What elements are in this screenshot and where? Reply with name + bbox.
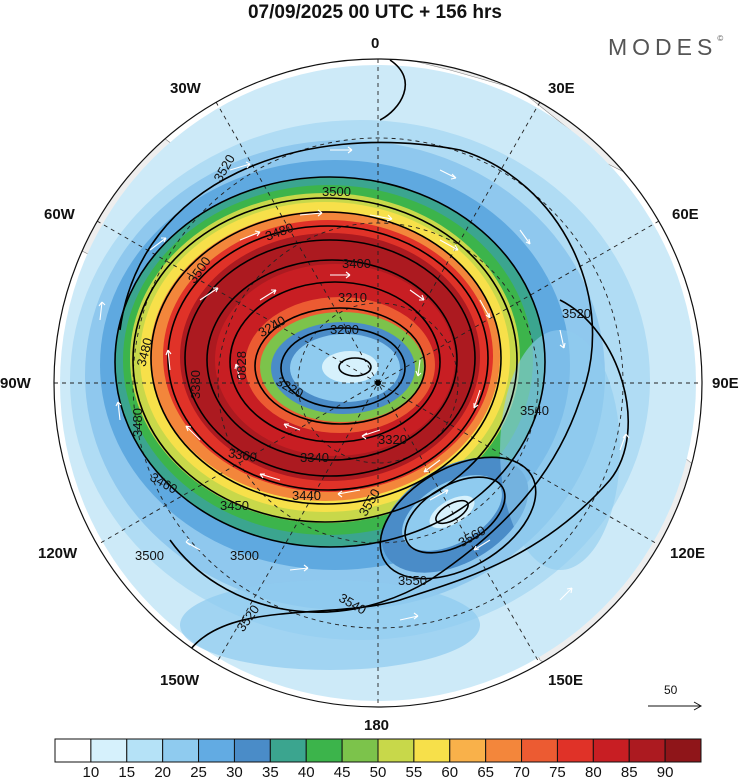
lon-label-120w: 120W xyxy=(38,545,78,562)
colorbar-tick-label: 35 xyxy=(261,764,279,781)
lon-label-90e: 90E xyxy=(712,375,739,392)
colorbar-tick-label: 40 xyxy=(297,764,315,781)
colorbar-tick-label: 10 xyxy=(82,764,100,781)
colorbar-tick-label: 65 xyxy=(477,764,494,781)
lon-label-30w: 30W xyxy=(170,80,201,97)
contour-label: 0828 xyxy=(234,351,249,380)
colorbar-swatch xyxy=(485,738,523,763)
contour-label: 3320 xyxy=(378,432,407,447)
colorbar-swatch xyxy=(305,738,343,763)
colorbar-swatch xyxy=(664,738,702,763)
colorbar-swatch xyxy=(556,738,594,763)
map-boundary xyxy=(53,58,703,708)
colorbar-swatch xyxy=(449,738,487,763)
colorbar-tick-label: 20 xyxy=(154,764,171,781)
brand-name: MODES xyxy=(608,34,718,60)
wind-vectors xyxy=(98,146,630,621)
colorbar-swatch xyxy=(377,738,415,763)
colorbar-swatch xyxy=(521,738,558,763)
lon-label-120e: 120E xyxy=(670,545,706,562)
shaded-field xyxy=(54,59,702,707)
contour-label: 3340 xyxy=(300,450,329,465)
contour-label: 3450 xyxy=(220,498,249,513)
contour-label: 3500 xyxy=(230,548,259,563)
height-contours xyxy=(114,59,630,651)
colorbar-swatch xyxy=(162,738,200,763)
colorbar-tick-label: 60 xyxy=(441,764,459,781)
colorbar-tick-label: 30 xyxy=(226,764,243,781)
colorbar-tick-label: 70 xyxy=(513,764,530,781)
colorbar-swatch xyxy=(413,738,451,763)
copyright-mark: © xyxy=(717,34,724,43)
contour-label: 3550 xyxy=(398,573,427,588)
colorbar-tick-label: 45 xyxy=(333,764,351,781)
colorbar-swatch xyxy=(54,738,92,763)
colorbar-tick-label: 50 xyxy=(369,764,387,781)
contour-label: 3480 xyxy=(133,336,155,368)
contour-label: 3480 xyxy=(130,408,145,437)
contour-label: 3500 xyxy=(322,184,351,199)
colorbar-swatch xyxy=(233,738,271,763)
contour-label: 3360 xyxy=(227,445,258,465)
contour-label: 3440 xyxy=(292,488,321,503)
contour-label: 3210 xyxy=(338,290,367,305)
colorbar-tick-label: 25 xyxy=(190,764,207,781)
lon-label-30e: 30E xyxy=(548,80,575,97)
map-title: 07/09/2025 00 UTC + 156 hrs xyxy=(247,2,503,23)
colorbar-swatch xyxy=(126,738,164,763)
colorbar-tick-labels: 10 15 20 25 30 35 40 45 50 55 60 65 70 75 80 85 90 xyxy=(0,764,750,782)
lon-label-90w: 90W xyxy=(0,375,31,392)
pole-marker xyxy=(375,380,381,386)
lon-label-0: 0 xyxy=(371,35,380,52)
reference-vector-arrow xyxy=(648,701,703,711)
lon-label-60w: 60W xyxy=(44,206,75,223)
reference-vector-label: 50 xyxy=(664,683,678,697)
colorbar-swatch xyxy=(269,738,307,763)
colorbar-tick-label: 80 xyxy=(584,764,602,781)
lon-label-180: 180 xyxy=(364,717,390,734)
colorbar xyxy=(54,738,702,763)
contour-label: 3520 xyxy=(562,306,591,321)
lon-label-150w: 150W xyxy=(160,672,200,689)
contour-label: 3400 xyxy=(342,256,371,271)
contour-label: 3540 xyxy=(520,403,549,418)
colorbar-swatch xyxy=(90,738,128,763)
colorbar-swatch xyxy=(592,738,630,763)
colorbar-swatch xyxy=(198,738,235,763)
contour-label: 3380 xyxy=(188,370,203,399)
contour-label: 3500 xyxy=(135,548,164,563)
lon-label-150e: 150E xyxy=(548,672,584,689)
colorbar-swatch xyxy=(341,738,379,763)
colorbar-tick-label: 55 xyxy=(405,764,423,781)
brand-logo: MODES© xyxy=(608,34,723,61)
colorbar-tick-label: 85 xyxy=(620,764,638,781)
contour-label: 3200 xyxy=(330,322,359,337)
colorbar-swatch xyxy=(628,738,666,763)
colorbar-tick-label: 90 xyxy=(656,764,674,781)
lon-label-60e: 60E xyxy=(672,206,699,223)
colorbar-tick-label: 75 xyxy=(549,764,566,781)
colorbar-tick-label: 15 xyxy=(118,764,136,781)
